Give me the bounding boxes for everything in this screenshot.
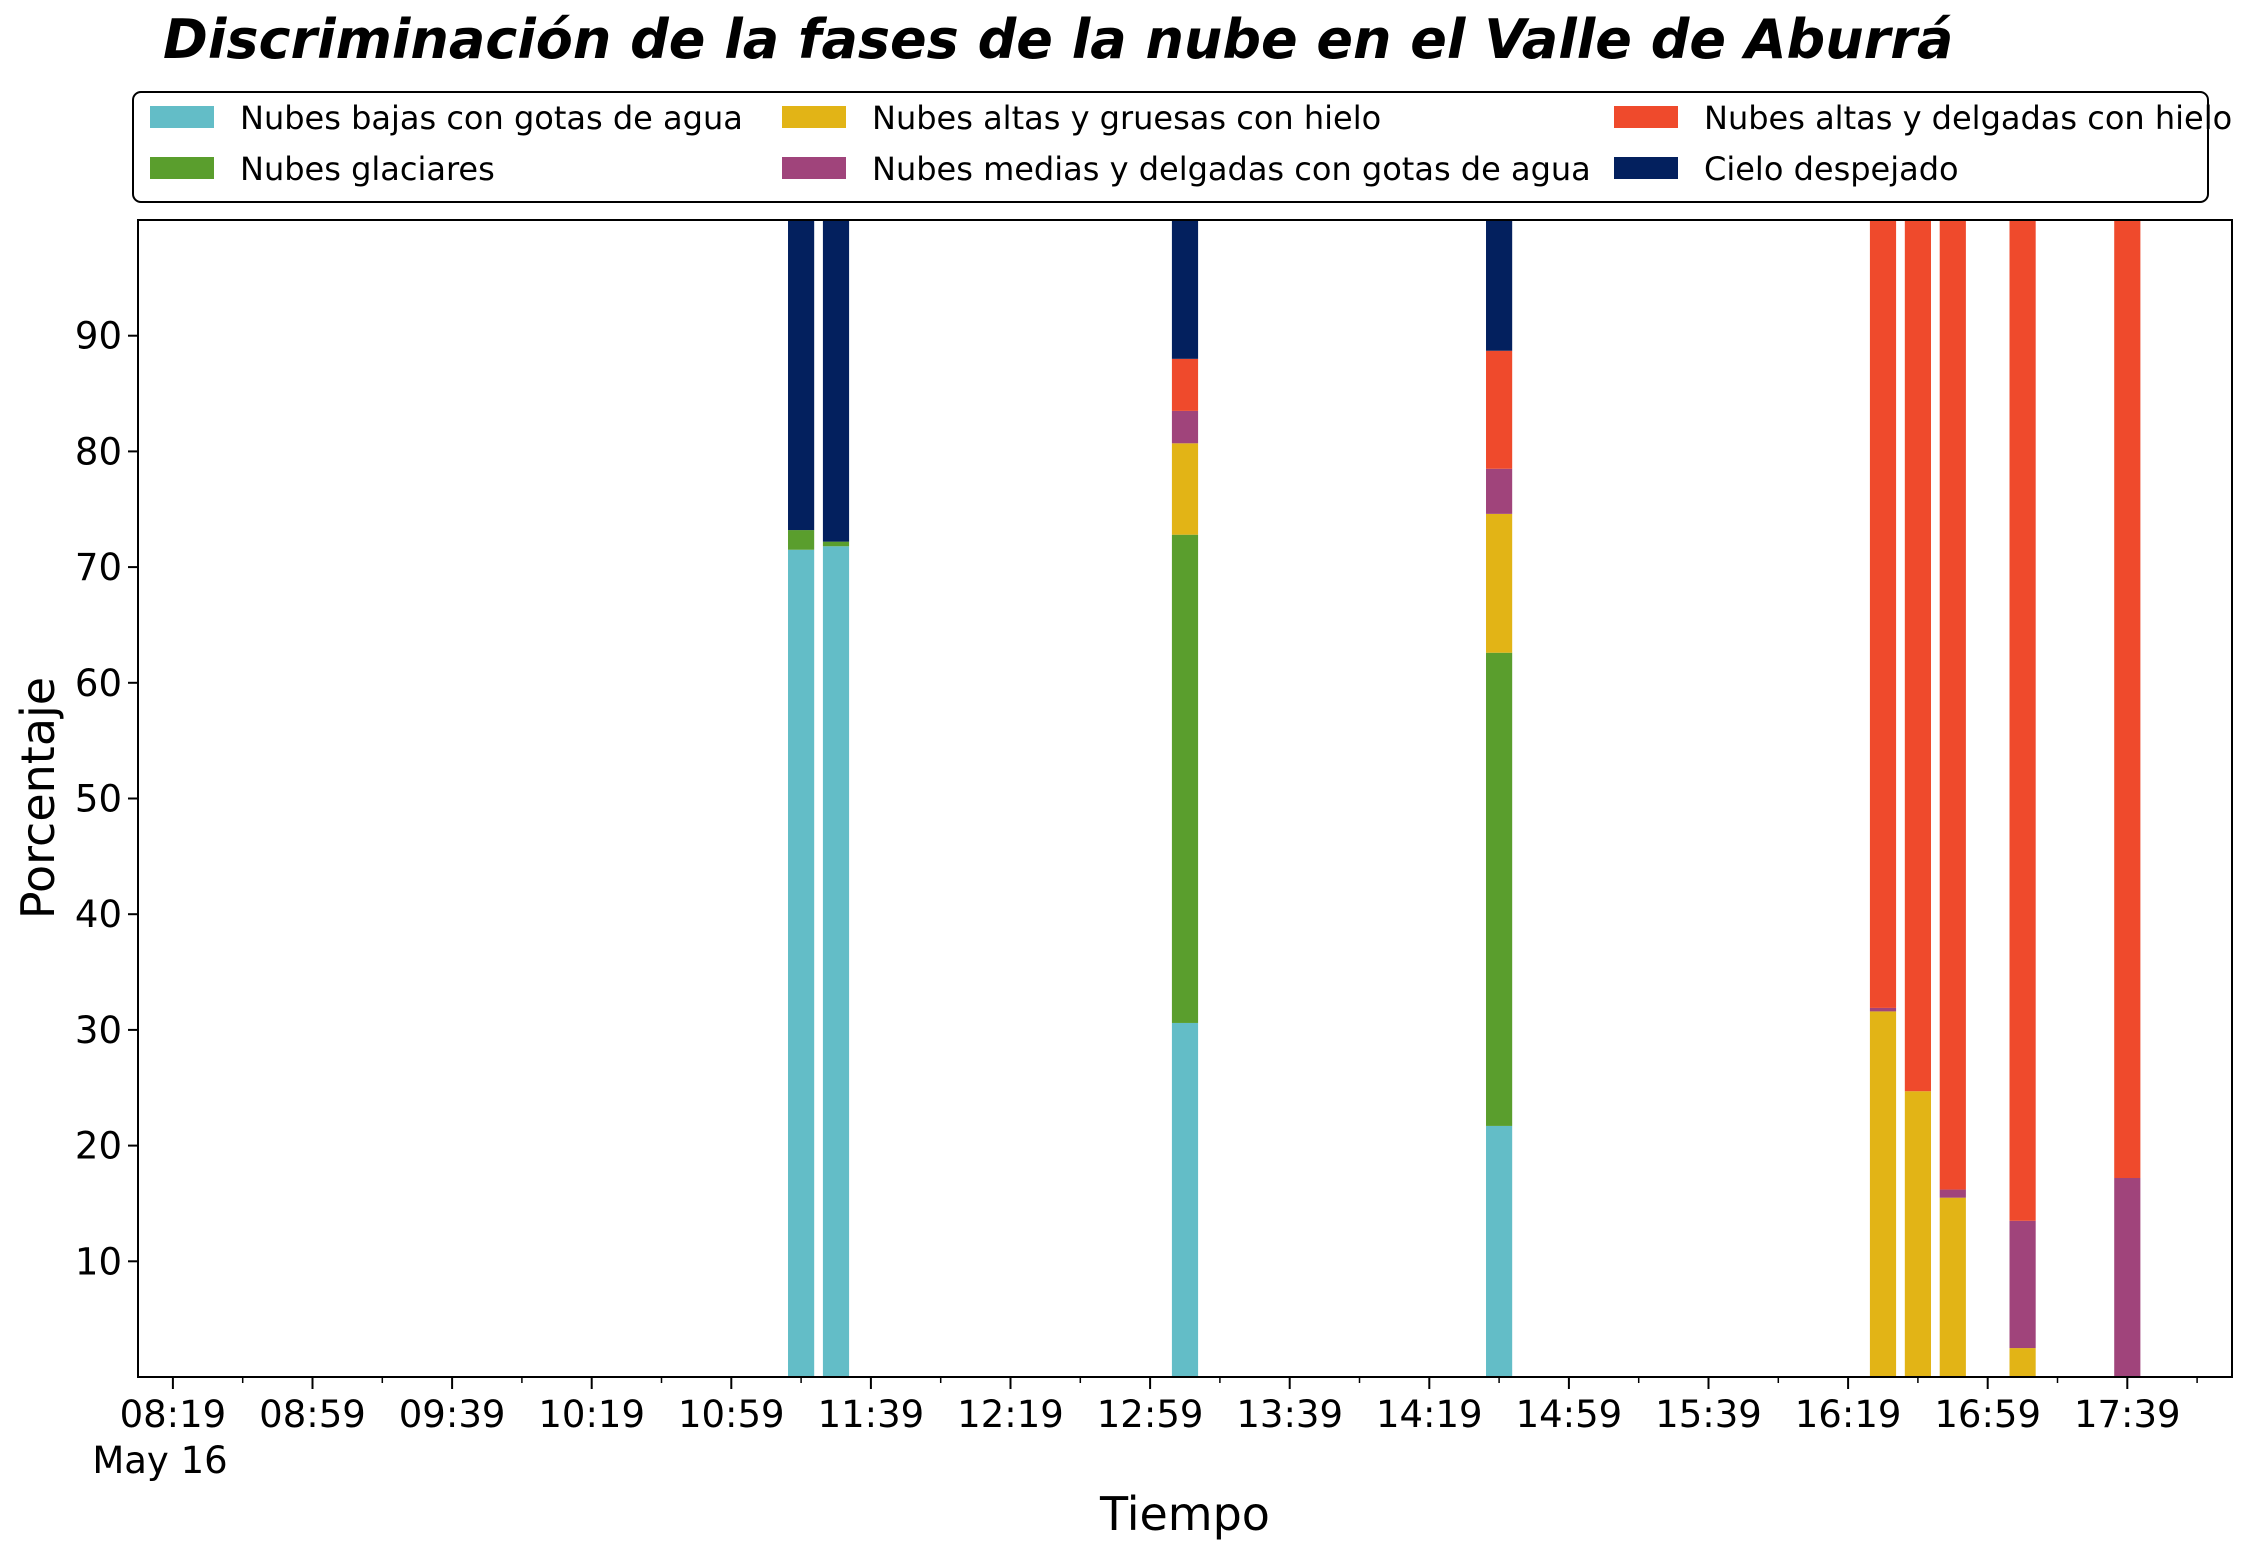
legend-item: Nubes glaciares bbox=[150, 150, 495, 188]
x-tick-label: 09:39 bbox=[399, 1393, 506, 1436]
legend-item: Nubes medias y delgadas con gotas de agu… bbox=[782, 150, 1591, 188]
legend-label: Nubes bajas con gotas de agua bbox=[240, 99, 743, 137]
bar-segment bbox=[1171, 410, 1199, 444]
bar-segment bbox=[1869, 220, 1897, 1008]
x-tick-label: 15:39 bbox=[1655, 1393, 1762, 1436]
x-tick-label: 14:59 bbox=[1516, 1393, 1623, 1436]
bar-segment bbox=[822, 220, 850, 542]
bar-segment bbox=[1869, 1011, 1897, 1377]
bar-stack bbox=[2114, 220, 2141, 1377]
x-tick-label: 13:39 bbox=[1236, 1393, 1343, 1436]
bar-segment bbox=[1939, 1197, 1966, 1377]
bar-segment bbox=[2009, 220, 2036, 1221]
bar-segment bbox=[1171, 358, 1199, 411]
bar-segment bbox=[1939, 1189, 1966, 1198]
bar-segment bbox=[2009, 1348, 2036, 1377]
legend-item: Nubes altas y delgadas con hielo bbox=[1614, 99, 2232, 137]
bar-segment bbox=[1171, 220, 1199, 359]
bar-segment bbox=[1486, 468, 1513, 514]
x-axis: 08:19 08:59 09:39 10:19 10:59 11:39 12:19 12:59… bbox=[120, 1377, 2198, 1436]
bar-stack bbox=[822, 220, 850, 1377]
legend-item: Nubes altas y gruesas con hielo bbox=[782, 99, 1381, 137]
y-tick-label: 50 bbox=[75, 778, 122, 821]
legend-item: Cielo despejado bbox=[1614, 150, 1959, 188]
bar-segment bbox=[822, 541, 850, 547]
bar-segment bbox=[1486, 350, 1513, 469]
x-tick-label: 14:19 bbox=[1376, 1393, 1483, 1436]
legend-swatch bbox=[1614, 157, 1678, 179]
bar-segment bbox=[788, 549, 815, 1377]
legend-label: Nubes altas y delgadas con hielo bbox=[1704, 99, 2232, 137]
legend: Nubes bajas con gotas de agua Nubes glaci… bbox=[132, 91, 2232, 203]
bar-segment bbox=[1904, 1091, 1931, 1377]
x-axis-label: Tiempo bbox=[1099, 1487, 1270, 1541]
plot-area: 10 20 30 40 50 60 70 80 90 08:19 08:59 09:39 10:19 1… bbox=[75, 219, 2233, 1436]
bar-stack bbox=[1904, 220, 1931, 1377]
bar-segment bbox=[1171, 534, 1199, 1023]
legend-label: Nubes altas y gruesas con hielo bbox=[872, 99, 1381, 137]
bar-segment bbox=[1171, 443, 1199, 535]
legend-frame bbox=[132, 91, 2209, 203]
bar-stack bbox=[1486, 220, 1513, 1377]
y-axis-label: Porcentaje bbox=[11, 677, 65, 919]
y-tick-label: 80 bbox=[75, 430, 122, 473]
bar-segment bbox=[1939, 220, 1966, 1190]
legend-swatch bbox=[150, 106, 214, 128]
y-tick-label: 60 bbox=[75, 662, 122, 705]
legend-label: Nubes glaciares bbox=[240, 150, 495, 188]
bar-segment bbox=[822, 546, 850, 1377]
bars bbox=[788, 220, 2141, 1377]
x-tick-label: 12:59 bbox=[1097, 1393, 1204, 1436]
bar-segment bbox=[1171, 1022, 1199, 1377]
x-date-label: May 16 bbox=[92, 1439, 227, 1482]
y-axis: 10 20 30 40 50 60 70 80 90 bbox=[75, 315, 138, 1283]
bar-segment bbox=[1486, 1125, 1513, 1377]
bar-segment bbox=[2114, 220, 2141, 1178]
legend-swatch bbox=[782, 157, 846, 179]
bar-stack bbox=[788, 220, 815, 1377]
y-tick-label: 30 bbox=[75, 1009, 122, 1052]
bar-segment bbox=[1486, 220, 1513, 351]
bar-segment bbox=[2114, 1177, 2141, 1377]
legend-label: Nubes medias y delgadas con gotas de agu… bbox=[872, 150, 1591, 188]
x-tick-label: 16:59 bbox=[1934, 1393, 2041, 1436]
chart-title: Discriminación de la fases de la nube en… bbox=[163, 8, 1953, 71]
x-tick-label: 08:59 bbox=[259, 1393, 366, 1436]
x-tick-label: 16:19 bbox=[1795, 1393, 1902, 1436]
bar-stack bbox=[1869, 220, 1897, 1377]
x-tick-label: 17:39 bbox=[2074, 1393, 2181, 1436]
y-tick-label: 40 bbox=[75, 893, 122, 936]
y-tick-label: 90 bbox=[75, 315, 122, 358]
legend-swatch bbox=[782, 106, 846, 128]
bar-segment bbox=[788, 530, 815, 550]
x-tick-label: 08:19 bbox=[120, 1393, 227, 1436]
y-tick-label: 20 bbox=[75, 1125, 122, 1168]
bar-stack bbox=[2009, 220, 2036, 1377]
bar-segment bbox=[1486, 513, 1513, 653]
bar-segment bbox=[1904, 220, 1931, 1092]
y-tick-label: 10 bbox=[75, 1240, 122, 1283]
legend-item: Nubes bajas con gotas de agua bbox=[150, 99, 743, 137]
y-tick-label: 70 bbox=[75, 546, 122, 589]
bar-segment bbox=[2009, 1220, 2036, 1349]
x-tick-label: 10:19 bbox=[538, 1393, 645, 1436]
x-tick-label: 10:59 bbox=[678, 1393, 785, 1436]
bar-stack bbox=[1939, 220, 1966, 1377]
x-tick-label: 11:39 bbox=[818, 1393, 925, 1436]
legend-label: Cielo despejado bbox=[1704, 150, 1959, 188]
bar-segment bbox=[788, 220, 815, 531]
legend-swatch bbox=[150, 157, 214, 179]
legend-items: Nubes bajas con gotas de agua Nubes glaci… bbox=[150, 99, 2232, 188]
legend-swatch bbox=[1614, 106, 1678, 128]
bar-stack bbox=[1171, 220, 1199, 1377]
bar-segment bbox=[1869, 1007, 1897, 1012]
x-tick-label: 12:19 bbox=[957, 1393, 1064, 1436]
bar-segment bbox=[1486, 652, 1513, 1126]
